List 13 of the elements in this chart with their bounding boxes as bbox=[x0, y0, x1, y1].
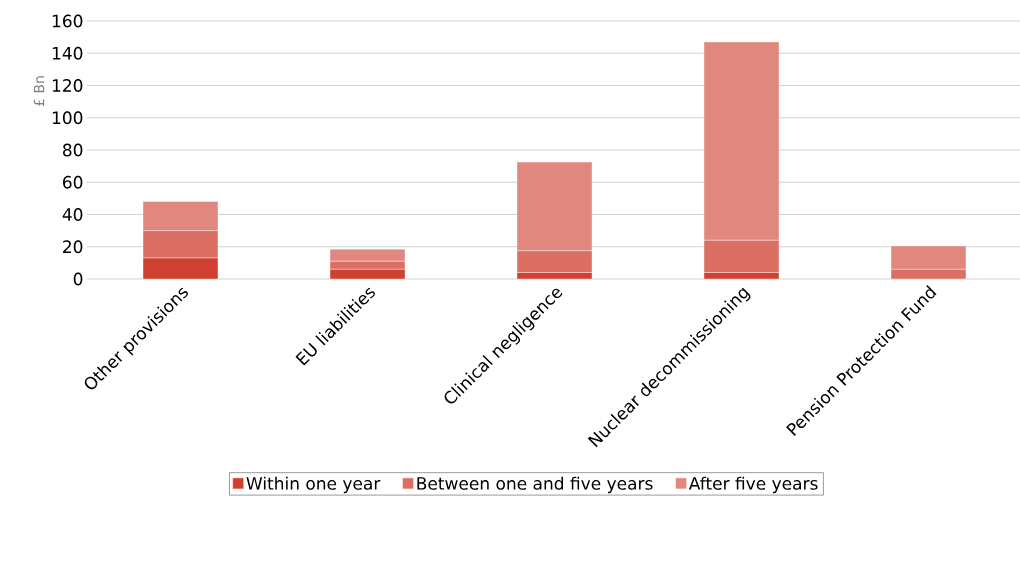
y-tick-label: 60 bbox=[63, 175, 83, 189]
y-tick-label: 40 bbox=[62, 208, 83, 221]
y-tick-label: 140 bbox=[52, 46, 83, 60]
y-tick-label: 0 bbox=[73, 272, 83, 286]
legend-label: Within one year bbox=[246, 476, 381, 494]
legend-label: Between one and five years bbox=[417, 476, 653, 494]
y-tick-label: 20 bbox=[63, 240, 83, 254]
y-axis-title: £ Bn bbox=[33, 76, 45, 107]
y-tick-label: 80 bbox=[63, 143, 83, 157]
y-tick-label: 100 bbox=[52, 111, 83, 125]
legend-label: After five years bbox=[688, 476, 818, 494]
y-tick-label: 120 bbox=[52, 79, 83, 92]
y-tick-label: 160 bbox=[52, 14, 83, 28]
